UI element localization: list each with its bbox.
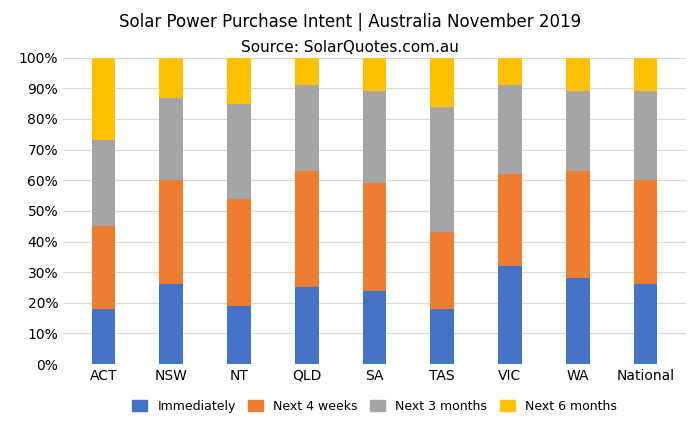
Bar [92, 226, 116, 309]
Bar [228, 103, 251, 198]
Bar [228, 58, 251, 104]
Bar [160, 98, 183, 180]
Bar [430, 232, 454, 309]
Bar [160, 285, 183, 364]
Bar [160, 58, 183, 98]
Bar [363, 91, 386, 183]
Bar [634, 91, 657, 180]
Bar [363, 58, 386, 91]
Legend: Immediately, Next 4 weeks, Next 3 months, Next 6 months: Immediately, Next 4 weeks, Next 3 months… [132, 400, 617, 413]
Bar [92, 58, 116, 140]
Bar [363, 183, 386, 290]
Text: Solar Power Purchase Intent | Australia November 2019: Solar Power Purchase Intent | Australia … [119, 13, 581, 32]
Bar [498, 58, 522, 85]
Bar [430, 309, 454, 364]
Bar [566, 91, 589, 171]
Bar [634, 58, 657, 91]
Bar [566, 171, 589, 278]
Bar [228, 306, 251, 364]
Bar [430, 58, 454, 107]
Bar [363, 290, 386, 364]
Bar [498, 266, 522, 364]
Bar [430, 107, 454, 232]
Bar [295, 171, 318, 288]
Bar [634, 285, 657, 364]
Bar [92, 309, 116, 364]
Bar [566, 58, 589, 91]
Bar [295, 85, 318, 171]
Bar [295, 55, 318, 85]
Bar [566, 278, 589, 364]
Bar [295, 288, 318, 364]
Bar [498, 174, 522, 266]
Bar [498, 85, 522, 174]
Text: Source: SolarQuotes.com.au: Source: SolarQuotes.com.au [241, 40, 459, 55]
Bar [160, 180, 183, 285]
Bar [92, 140, 116, 226]
Bar [228, 198, 251, 306]
Bar [634, 180, 657, 285]
